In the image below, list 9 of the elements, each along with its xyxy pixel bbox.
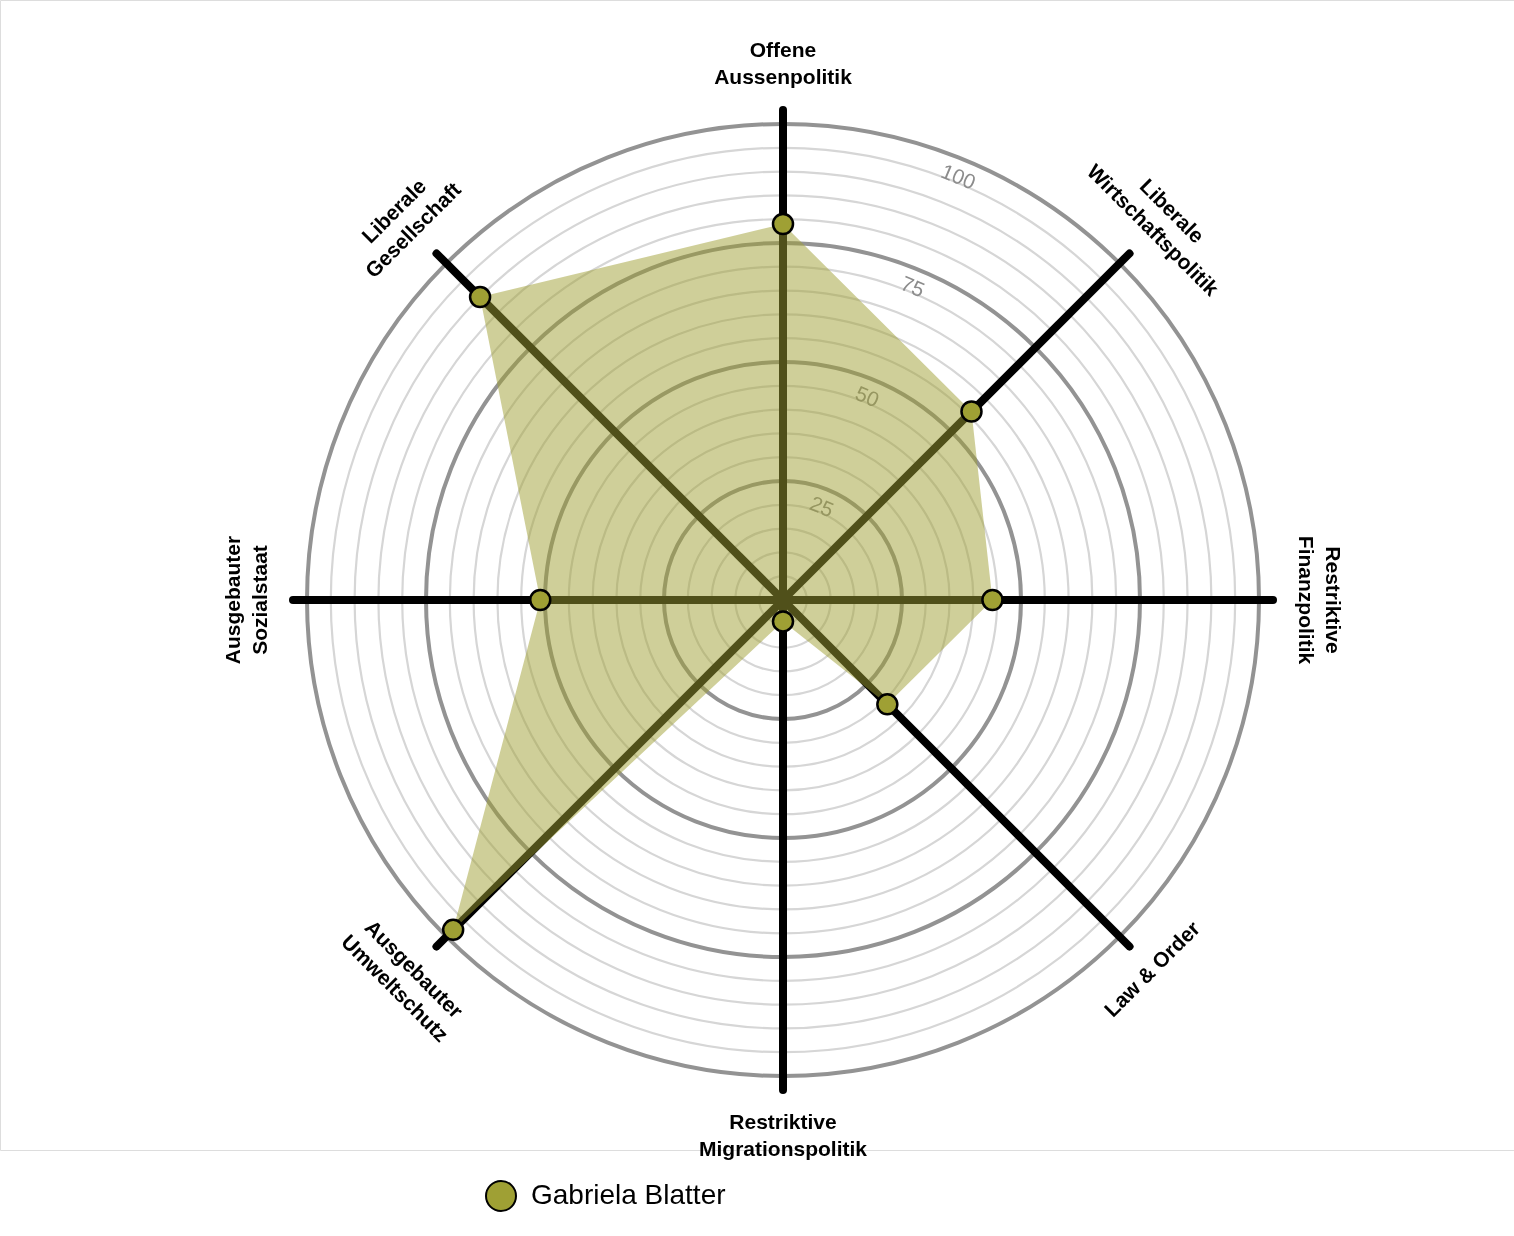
y-tick-label: 100 <box>937 159 980 194</box>
spoke-label: Restriktive Finanzpolitik <box>1295 535 1345 665</box>
y-tick-label: 75 <box>897 271 929 302</box>
spoke-label: Restriktive Migrationspolitik <box>699 1110 868 1160</box>
y-tick-label: 25 <box>806 491 838 522</box>
y-tick-label: 50 <box>852 381 883 412</box>
spoke-label: Ausgebauter Sozialstaat <box>221 535 271 665</box>
legend-label: Gabriela Blatter <box>531 1179 726 1210</box>
spoke-label: Offene Aussenpolitik <box>714 38 853 88</box>
